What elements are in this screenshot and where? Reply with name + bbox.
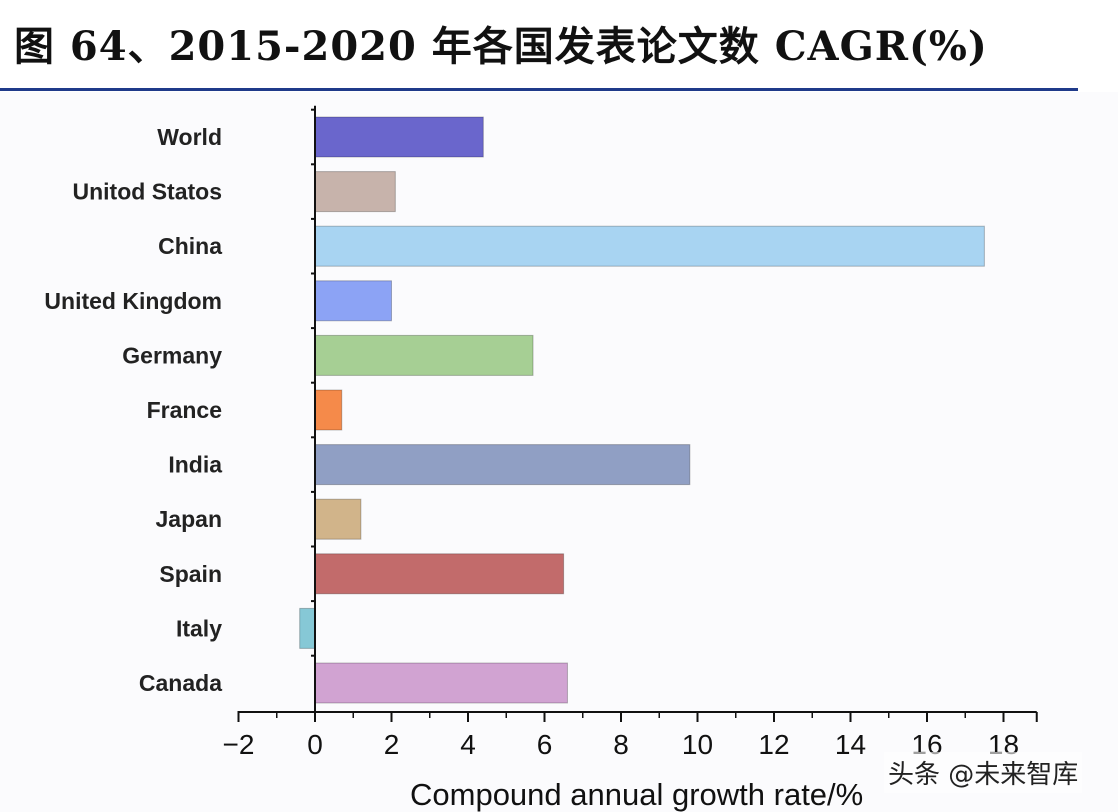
category-label: Unitod Statos <box>73 179 223 205</box>
bar-world <box>314 116 484 158</box>
bars-group <box>299 116 985 704</box>
x-tick-label: 0 <box>307 729 323 760</box>
watermark: 头条 @未来智库 <box>884 752 1083 793</box>
category-label: Germany <box>122 342 222 368</box>
bar-india <box>314 444 691 486</box>
category-label: France <box>147 397 222 423</box>
bar-united-kingdom <box>314 280 392 322</box>
category-label: World <box>157 124 222 150</box>
category-label: Italy <box>176 615 222 641</box>
x-tick-label: 8 <box>613 729 629 760</box>
category-label: Spain <box>159 561 222 587</box>
bar-canada <box>314 662 568 704</box>
x-tick-label: 14 <box>835 729 866 760</box>
bar-spain <box>314 553 565 595</box>
plot-area: World Unitod Statos China United Kingdom Ger… <box>0 92 1118 812</box>
x-axis-title: Compound annual growth rate/% <box>410 777 863 812</box>
bar-chart: World Unitod Statos China United Kingdom Ger… <box>44 105 1038 812</box>
x-tick-label: 6 <box>537 729 553 760</box>
x-tick-label: 4 <box>460 729 476 760</box>
category-label: China <box>158 233 222 259</box>
category-label: Japan <box>156 506 222 532</box>
category-label: India <box>168 452 222 478</box>
bar-united-states <box>314 171 396 213</box>
title-underline <box>0 88 1078 91</box>
x-tick-label: 12 <box>758 729 789 760</box>
bar-italy <box>299 607 316 649</box>
chart-title: 图 64、2015-2020 年各国发表论文数 CAGR(%) <box>14 23 988 70</box>
x-tick-label: 2 <box>384 729 400 760</box>
category-label: Canada <box>139 670 222 696</box>
bar-japan <box>314 498 362 540</box>
category-labels-group: World Unitod Statos China United Kingdom Ger… <box>44 124 222 696</box>
bar-france <box>314 389 343 431</box>
bar-germany <box>314 334 534 376</box>
x-tick-label: 10 <box>682 729 713 760</box>
bar-china <box>314 225 985 267</box>
category-label: United Kingdom <box>44 288 222 314</box>
x-tick-label: −2 <box>223 729 255 760</box>
chart-header: 图 64、2015-2020 年各国发表论文数 CAGR(%) <box>0 0 1118 91</box>
axes-group <box>237 105 1038 722</box>
